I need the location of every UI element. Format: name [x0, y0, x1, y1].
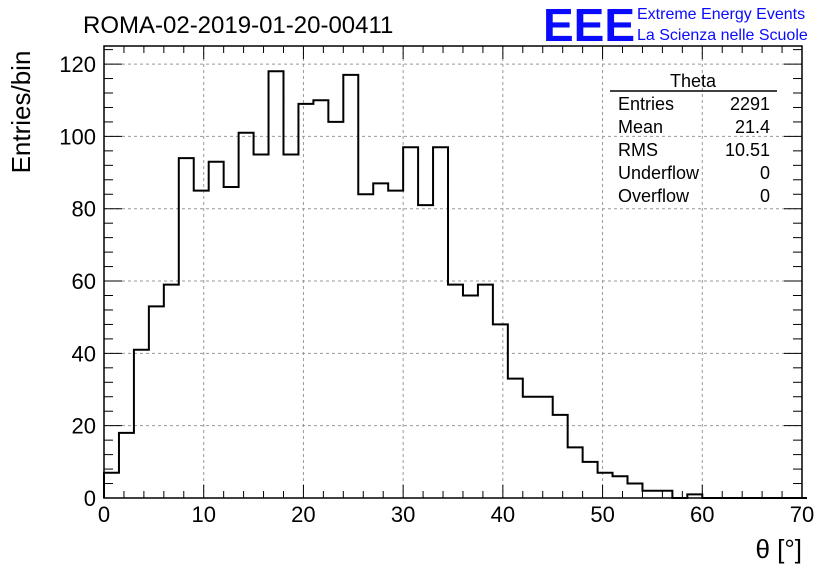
- x-tick-label: 40: [491, 502, 515, 527]
- x-tick-label: 60: [690, 502, 714, 527]
- histogram-bar: [523, 397, 538, 498]
- stats-label: Mean: [618, 117, 663, 137]
- histogram-bar: [358, 194, 373, 498]
- histogram-bar: [239, 133, 254, 498]
- chart-title: ROMA-02-2019-01-20-00411: [83, 12, 393, 39]
- histogram-bar: [224, 187, 239, 498]
- histogram-bar: [628, 484, 643, 498]
- stats-label: Overflow: [618, 186, 690, 206]
- histogram-bar: [254, 154, 269, 498]
- histogram-bar: [613, 476, 628, 498]
- x-tick-label: 10: [191, 502, 215, 527]
- stats-value: 21.4: [735, 117, 770, 137]
- histogram-bar: [463, 296, 478, 498]
- histogram-bar: [179, 158, 194, 498]
- stats-label: RMS: [618, 140, 658, 160]
- stats-value: 2291: [730, 94, 770, 114]
- histogram-bar: [313, 100, 328, 498]
- stats-value: 10.51: [725, 140, 770, 160]
- histogram-bar: [104, 473, 119, 498]
- histogram-bar: [283, 154, 298, 498]
- eee-logo: EEE: [543, 0, 635, 51]
- grid-lines: [104, 46, 802, 498]
- histogram-outline: [103, 70, 807, 499]
- histogram-bar: [478, 285, 493, 498]
- histogram-bar: [403, 147, 418, 498]
- histogram-bar: [448, 285, 463, 498]
- tick-labels: 0 10 20 30 40 50 60 70 0 20 40 60 80 100 120: [59, 52, 814, 527]
- histogram-bar: [134, 350, 149, 498]
- y-axis-label: Entries/bin: [6, 51, 36, 174]
- histogram-bar: [194, 191, 209, 498]
- x-axis-label: θ [°]: [755, 534, 802, 564]
- histogram-bar: [328, 122, 343, 498]
- stats-value: 0: [760, 186, 770, 206]
- x-tick-label: 0: [98, 502, 110, 527]
- y-tick-label: 120: [59, 52, 96, 77]
- y-tick-label: 60: [72, 269, 96, 294]
- plot-frame: [103, 45, 803, 499]
- histogram-bar: [553, 415, 568, 498]
- logo-line-2: La Scienza nelle Scuole: [637, 27, 808, 44]
- histogram-bar: [298, 104, 313, 498]
- y-tick-label: 0: [84, 486, 96, 511]
- x-tick-label: 30: [391, 502, 415, 527]
- histogram-bar: [373, 183, 388, 498]
- histogram-bar: [269, 71, 284, 498]
- histogram-bar: [149, 306, 164, 498]
- axis-ticks: [103, 46, 803, 499]
- histogram-bar: [657, 491, 672, 498]
- x-tick-label: 20: [291, 502, 315, 527]
- stats-label: Entries: [618, 94, 674, 114]
- stats-value: 0: [760, 163, 770, 183]
- stats-box: Theta Entries 2291 Mean 21.4 RMS 10.51 Underfl…: [610, 71, 777, 206]
- y-tick-label: 20: [72, 414, 96, 439]
- y-tick-label: 40: [72, 341, 96, 366]
- histogram-bar: [388, 191, 403, 498]
- histogram-bar: [642, 491, 657, 498]
- x-tick-label: 70: [790, 502, 814, 527]
- histogram-bar: [583, 462, 598, 498]
- logo-line-1: Extreme Energy Events: [637, 6, 805, 23]
- histogram-bar: [433, 147, 448, 498]
- stats-rows: Entries 2291 Mean 21.4 RMS 10.51 Underflow 0 Ove…: [618, 94, 770, 206]
- histogram-bar: [164, 285, 179, 498]
- stats-label: Underflow: [618, 163, 700, 183]
- histogram-bar: [568, 447, 583, 498]
- stats-title: Theta: [670, 71, 717, 91]
- histogram-bar: [508, 379, 523, 498]
- histogram-bar: [209, 162, 224, 498]
- y-tick-label: 80: [72, 197, 96, 222]
- histogram-bar: [538, 397, 553, 498]
- y-tick-label: 100: [59, 124, 96, 149]
- histogram-bar: [343, 75, 358, 498]
- histogram-bars: [104, 71, 702, 498]
- histogram-bar: [493, 324, 508, 498]
- histogram-bar: [598, 473, 613, 498]
- x-tick-label: 50: [590, 502, 614, 527]
- histogram-bar: [418, 205, 433, 498]
- histogram-bar: [119, 433, 134, 498]
